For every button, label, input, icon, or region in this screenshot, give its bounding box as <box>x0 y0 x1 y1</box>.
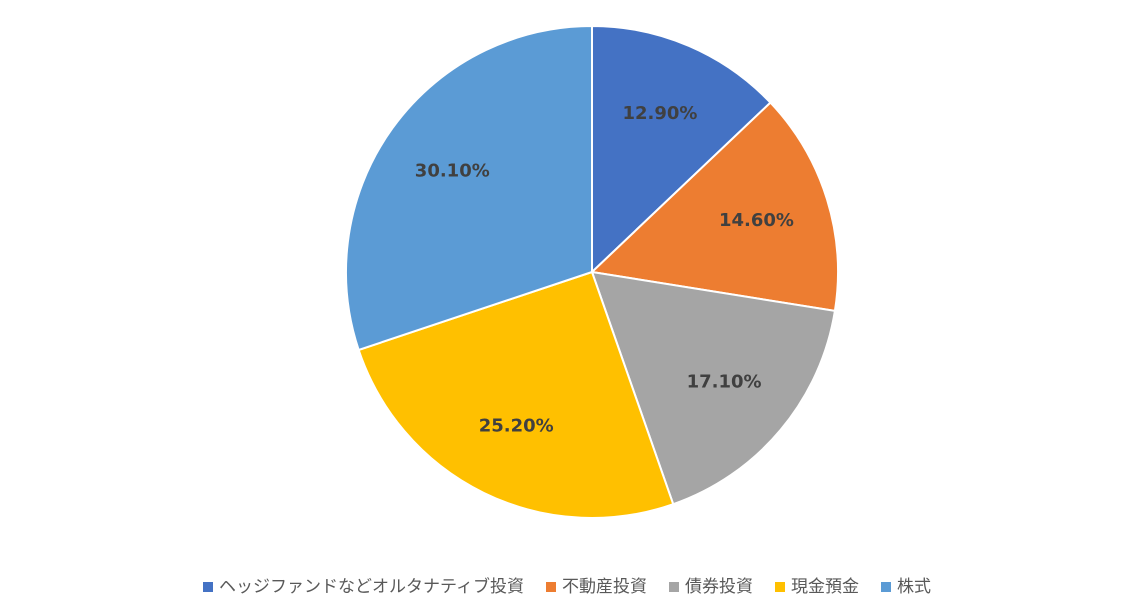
data-label-2: 14.60% <box>719 210 794 231</box>
legend-item-4: 現金預金 <box>775 577 859 597</box>
legend-swatch-2 <box>546 582 556 592</box>
chart-legend: ヘッジファンドなどオルタナティブ投資 不動産投資 債券投資 現金預金 株式 <box>203 576 931 597</box>
legend-label-1: ヘッジファンドなどオルタナティブ投資 <box>219 576 524 597</box>
legend-swatch-4 <box>775 582 785 592</box>
legend-label-3: 債券投資 <box>685 577 753 597</box>
data-label-1: 12.90% <box>623 103 698 124</box>
legend-item-3: 債券投資 <box>669 577 753 597</box>
pie-slice-3 <box>590 270 837 506</box>
data-label-3: 17.10% <box>687 372 762 393</box>
pie-slice-1 <box>591 24 772 275</box>
pie-slices <box>345 24 839 519</box>
data-label-5: 30.10% <box>415 160 490 181</box>
pie-slice-2 <box>589 101 839 313</box>
legend-label-4: 現金預金 <box>791 577 859 597</box>
legend-item-5: 株式 <box>881 577 931 597</box>
legend-label-2: 不動産投資 <box>562 577 647 597</box>
legend-item-1: ヘッジファンドなどオルタナティブ投資 <box>203 576 524 597</box>
pie-data-labels: 12.90% 14.60% 17.10% 25.20% 30.10% <box>415 103 794 437</box>
legend-label-5: 株式 <box>897 577 931 597</box>
legend-item-2: 不動産投資 <box>546 577 647 597</box>
data-label-4: 25.20% <box>479 416 554 437</box>
pie-slice-4 <box>357 270 675 519</box>
legend-swatch-1 <box>203 582 213 592</box>
legend-swatch-3 <box>669 582 679 592</box>
pie-slice-5 <box>345 24 593 352</box>
legend-swatch-5 <box>881 582 891 592</box>
